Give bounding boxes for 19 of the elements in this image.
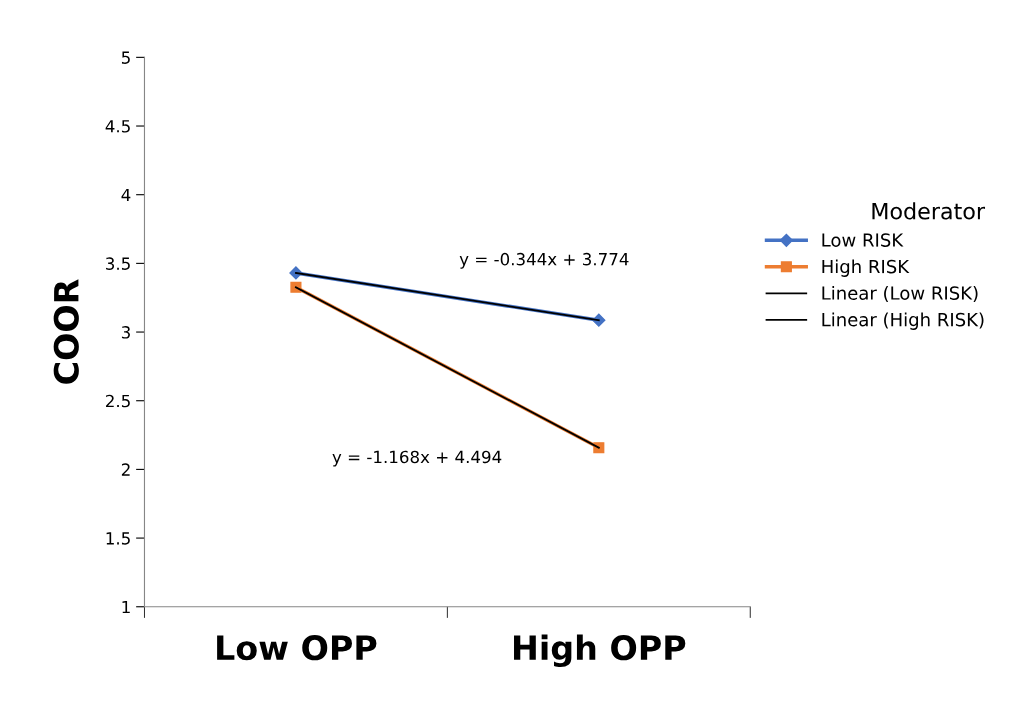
legend-label: Low RISK bbox=[822, 233, 904, 247]
legend-label: Linear (Low RISK) bbox=[822, 285, 978, 302]
y-tick-label: 2 bbox=[121, 463, 130, 476]
annotation: y = -0.344x + 3.774 bbox=[459, 252, 629, 269]
legend-title: Moderator bbox=[872, 202, 986, 220]
y-tick-label: 4 bbox=[121, 188, 131, 202]
legend-label: Linear (High RISK) bbox=[822, 312, 984, 330]
x-tick-label: High OPP bbox=[514, 634, 686, 668]
y-tick-label: 3 bbox=[121, 326, 130, 339]
y-tick-label: 1 bbox=[122, 600, 130, 614]
y-tick-label: 3.5 bbox=[106, 257, 130, 270]
x-tick-label: Low OPP bbox=[217, 635, 377, 661]
y-axis-title: COOR bbox=[53, 279, 79, 384]
y-tick-label: 5 bbox=[121, 51, 130, 64]
y-tick-label: 2.5 bbox=[106, 394, 130, 408]
annotation: y = -1.168x + 4.494 bbox=[332, 450, 502, 467]
y-tick-label: 4.5 bbox=[105, 120, 130, 133]
legend-label: High RISK bbox=[822, 259, 910, 277]
y-tick-label: 1.5 bbox=[106, 532, 130, 545]
